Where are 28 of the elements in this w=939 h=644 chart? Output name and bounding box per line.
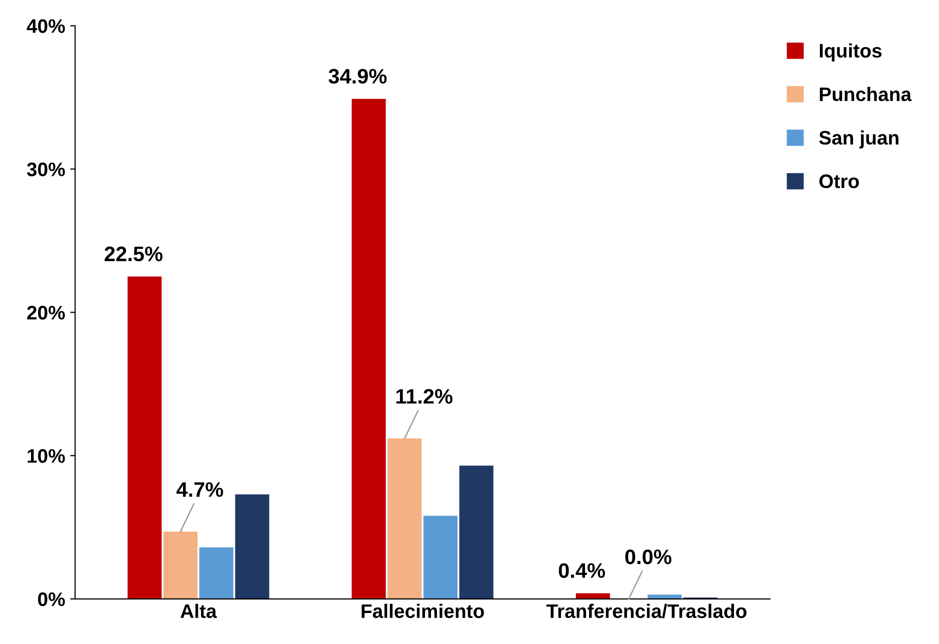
y-tick-label: 30% [26,162,65,176]
bar [163,532,198,599]
data-label: 0.4% [558,563,605,578]
y-tick-label: 20% [27,306,65,320]
data-label: 0.0% [625,549,672,564]
x-tick-label: Alta [180,604,217,618]
legend-label: Iquitos [820,43,882,62]
bar [648,594,682,599]
bar [199,547,234,599]
y-tick-label: 0% [38,592,65,606]
x-tick-label: Tranferencia/Traslado [546,604,746,618]
legend-label: Otro [819,174,859,188]
bar [423,516,458,599]
bar [388,438,422,599]
bar [576,593,610,599]
data-label: 4.7% [176,482,224,497]
data-label: 34.9% [328,68,387,84]
x-tick-label: Fallecimiento [362,604,484,618]
legend-label: Punchana [820,86,912,102]
legend-label: San juan [819,130,898,149]
bar [352,98,386,599]
bar [235,494,270,599]
y-tick-label: 10% [28,449,65,463]
bar [459,466,494,599]
data-label: 22.5% [104,246,162,262]
y-tick-label: 40% [26,19,65,33]
bar [128,276,162,599]
data-label: 11.2% [396,389,452,404]
